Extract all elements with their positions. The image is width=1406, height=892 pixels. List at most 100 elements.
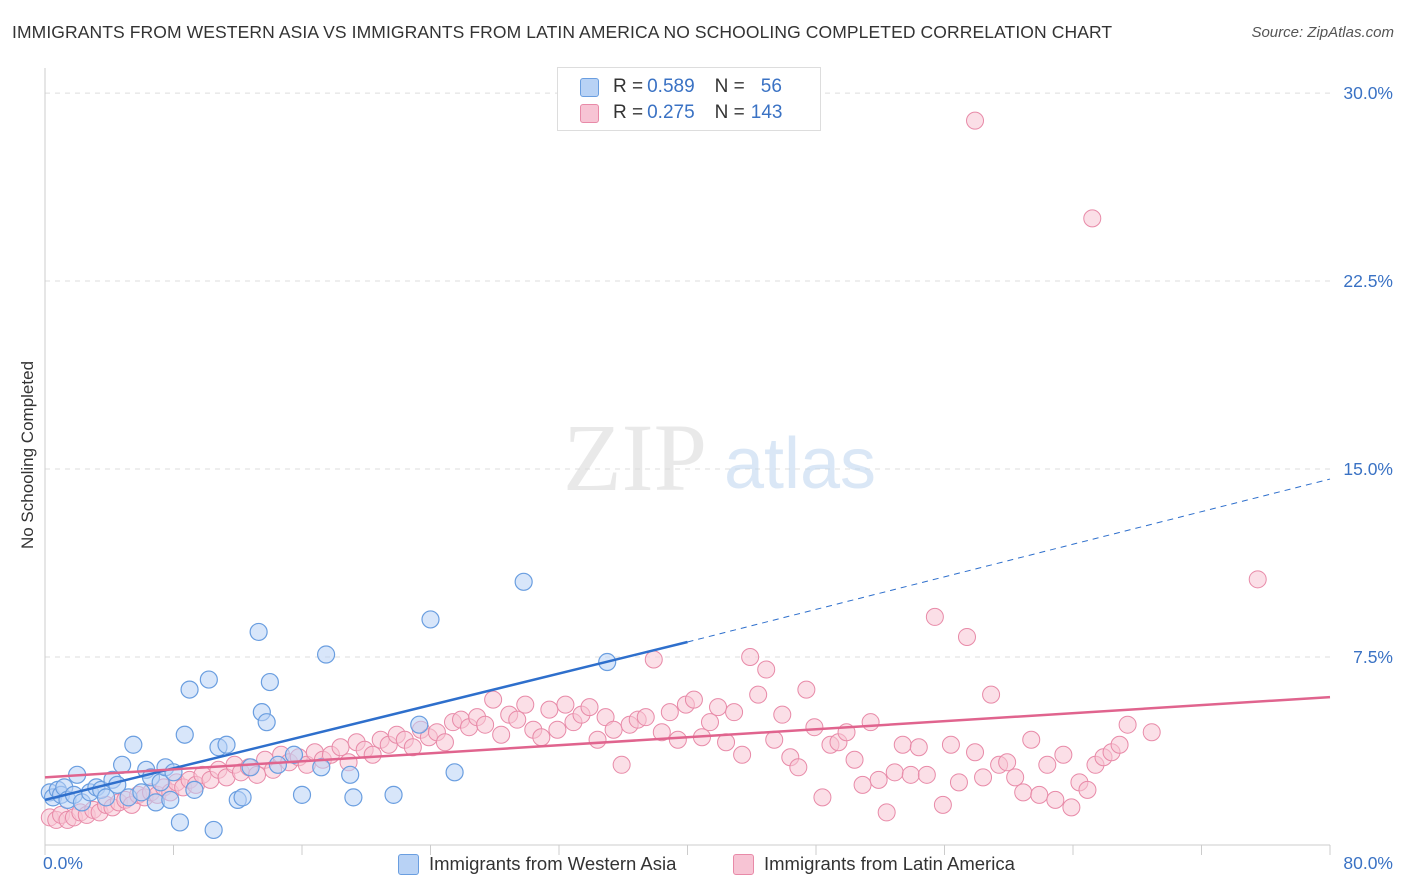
latin-america-point — [974, 768, 993, 787]
latin-america-point — [805, 718, 824, 737]
latin-america-point — [588, 730, 607, 749]
latin-america-point — [1118, 715, 1137, 734]
western-asia-point — [249, 622, 268, 642]
latin-america-point — [749, 685, 768, 704]
western-asia-point — [410, 715, 429, 734]
chart-source: Source: ZipAtlas.com — [1251, 24, 1394, 41]
latin-america-point — [709, 698, 728, 717]
latin-america-point — [1054, 745, 1073, 764]
latin-america-point — [532, 728, 551, 747]
latin-america-point — [508, 710, 527, 729]
latin-america-point — [636, 708, 655, 727]
latin-america-point — [733, 745, 752, 764]
latin-america-point — [612, 755, 631, 774]
latin-america-point — [861, 713, 880, 732]
latin-america-point — [925, 607, 944, 626]
legend-n-label: N = — [714, 76, 745, 97]
latin-america-point — [652, 723, 671, 742]
western-asia-point — [514, 572, 533, 591]
latin-america-point — [1248, 570, 1267, 589]
western-asia-point — [217, 735, 236, 754]
latin-america-point — [966, 111, 985, 130]
latin-america-point — [1046, 790, 1065, 809]
latin-america-point — [949, 773, 968, 792]
legend-swatch-blue — [580, 77, 599, 97]
western-asia-point — [124, 735, 143, 754]
latin-america-point — [516, 695, 535, 714]
legend-n-label: N = — [714, 102, 745, 123]
western-asia-point — [292, 785, 312, 804]
latin-america-point — [1022, 730, 1041, 749]
latin-america-point — [484, 690, 503, 709]
western-asia-point — [199, 670, 218, 689]
legend-n-value: 143 — [750, 102, 783, 123]
western-asia-trend-extension — [687, 478, 1331, 643]
latin-america-point — [982, 685, 1001, 704]
watermark-zip: ZIP — [563, 404, 707, 511]
bottom-legend-swatch-pink — [733, 853, 754, 875]
latin-america-point — [933, 795, 952, 814]
western-asia-point — [316, 645, 336, 664]
latin-america-point — [797, 680, 816, 699]
y-tick-label: 22.5% — [1343, 271, 1393, 291]
latin-america-point — [435, 733, 454, 752]
y-tick-label: 15.0% — [1343, 459, 1393, 479]
western-asia-trend-line — [44, 640, 688, 802]
latin-america-point — [1038, 755, 1057, 774]
latin-america-point — [660, 703, 679, 722]
latin-america-point — [540, 700, 559, 719]
y-tick-label: 30.0% — [1343, 83, 1393, 103]
latin-america-trend-line — [44, 695, 1331, 779]
latin-america-point — [644, 650, 663, 669]
legend-r-label: R = — [613, 76, 644, 97]
latin-america-point — [1083, 209, 1102, 228]
western-asia-point — [170, 813, 190, 832]
western-asia-point — [180, 680, 199, 699]
legend-r-value: 0.275 — [647, 102, 695, 123]
western-asia-point — [112, 755, 132, 774]
western-asia-point — [268, 755, 288, 774]
latin-america-point — [1030, 785, 1049, 804]
correlation-legend: R = 0.589 N = 56 R = 0.275 N = 143 — [557, 67, 821, 131]
western-asia-point — [312, 758, 331, 777]
western-asia-point — [284, 745, 304, 764]
western-asia-point — [421, 610, 440, 629]
x-tick-label: 80.0% — [1343, 853, 1393, 873]
latin-america-point — [998, 753, 1017, 772]
western-asia-point — [175, 725, 194, 744]
bottom-legend-latin-america: Immigrants from Latin America — [733, 852, 1015, 876]
latin-america-point — [869, 770, 888, 789]
latin-america-point — [476, 715, 495, 734]
legend-row-latin-america: R = 0.275 N = 143 — [580, 101, 782, 125]
x-tick-label: 0.0% — [43, 853, 83, 873]
latin-america-point — [741, 648, 760, 667]
latin-america-point — [556, 695, 575, 714]
latin-america-point — [1062, 798, 1081, 817]
latin-america-point — [1142, 723, 1161, 742]
latin-america-point — [765, 730, 784, 749]
grid-lines — [45, 92, 1330, 658]
western-asia-point — [161, 790, 180, 809]
latin-america-point — [757, 660, 776, 679]
latin-america-point — [773, 705, 792, 724]
y-tick-label: 7.5% — [1353, 647, 1393, 667]
latin-america-point — [331, 738, 350, 757]
western-asia-point — [132, 783, 151, 802]
legend-r-value: 0.589 — [647, 76, 695, 97]
axes — [44, 68, 1331, 855]
latin-america-point — [548, 720, 567, 739]
western-asia-point — [96, 788, 116, 807]
latin-america-point — [901, 765, 920, 784]
latin-america-point — [725, 703, 744, 722]
legend-swatch-pink — [580, 103, 599, 123]
latin-america-point — [909, 738, 928, 757]
latin-america-point — [957, 627, 976, 646]
latin-america-point — [813, 788, 832, 807]
latin-america-point — [492, 725, 511, 744]
latin-america-point — [893, 735, 912, 754]
western-asia-point — [204, 820, 223, 840]
western-asia-point — [260, 672, 279, 692]
western-asia-point — [344, 788, 363, 807]
bottom-legend-label: Immigrants from Western Asia — [429, 853, 677, 874]
